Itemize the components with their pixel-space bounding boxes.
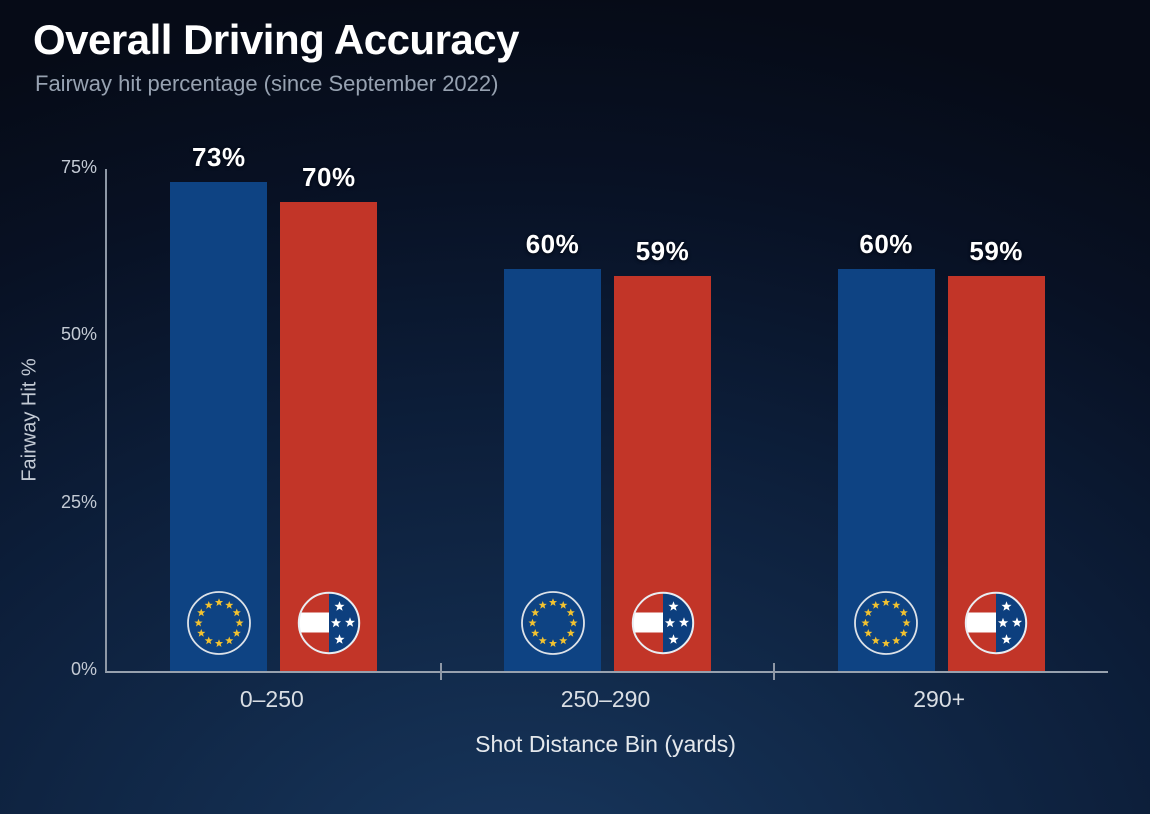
eu-star	[902, 618, 911, 627]
eu-star	[214, 639, 223, 647]
usa-star	[344, 617, 355, 627]
eu-star	[548, 639, 557, 647]
y-tick-label-25: 25%	[60, 491, 97, 512]
usa-star	[334, 634, 345, 644]
eu-star	[194, 618, 203, 627]
plot-area: 73% 70% 60% 59% 60% 59%	[105, 142, 1108, 680]
usa-star	[330, 617, 341, 628]
eu-star	[530, 608, 539, 617]
usa-star	[678, 617, 689, 627]
value-label: 70%	[302, 162, 356, 193]
usa-star	[664, 617, 675, 628]
usa-team-icon	[296, 590, 362, 656]
eu-star	[871, 636, 881, 645]
value-label: 59%	[635, 236, 690, 267]
eu-star	[558, 600, 567, 609]
eu-star	[527, 618, 537, 627]
eu-star	[882, 639, 891, 647]
usa-star	[1012, 617, 1023, 627]
x-axis-tick	[773, 663, 776, 680]
eu-star	[196, 628, 206, 637]
usa-team-icon	[630, 590, 696, 656]
usa-star	[334, 601, 345, 611]
eu-star	[892, 600, 901, 609]
x-category-label: 0–250	[239, 686, 304, 712]
eu-star	[864, 628, 873, 637]
eu-star	[538, 636, 547, 645]
x-axis-title: Shot Distance Bin (yards)	[475, 731, 736, 757]
eu-star	[558, 636, 567, 645]
eu-star	[196, 608, 206, 617]
eu-star	[899, 608, 909, 617]
bar-group-1: 73% 70%	[107, 142, 441, 671]
eu-star	[530, 628, 539, 637]
chart-title: Overall Driving Accuracy	[33, 16, 520, 63]
chart-subtitle: Fairway hit percentage (since September …	[35, 71, 499, 96]
eu-star	[235, 618, 244, 627]
value-label: 73%	[192, 142, 246, 173]
eu-star	[232, 628, 241, 637]
eu-star	[224, 636, 234, 645]
usa-star	[667, 634, 679, 644]
eu-star	[861, 618, 870, 627]
eu-star	[882, 598, 891, 606]
x-axis-tick	[439, 663, 442, 680]
usa-star	[998, 617, 1009, 628]
eu-star	[892, 636, 901, 645]
bar-group-3: 60% 59%	[774, 169, 1108, 671]
eu-star	[871, 600, 881, 609]
usa-star	[1001, 634, 1012, 644]
x-category-label: 290+	[913, 686, 966, 712]
usa-team-icon	[963, 590, 1029, 656]
value-label: 60%	[525, 229, 580, 260]
eu-star	[232, 608, 241, 617]
eu-star	[204, 600, 213, 609]
usa-star	[1001, 601, 1012, 611]
y-tick-label-0: 0%	[70, 659, 97, 679]
y-axis-title: Fairway Hit %	[18, 358, 41, 482]
value-label: 59%	[969, 236, 1023, 267]
bar-group-2: 60% 59%	[441, 169, 775, 671]
usa-bar: 59%	[614, 236, 711, 671]
europe-team-icon	[186, 590, 252, 656]
usa-bar: 59%	[947, 236, 1045, 671]
europe-bar: 73%	[170, 142, 268, 671]
europe-bar: 60%	[504, 229, 601, 671]
europe-team-icon	[520, 590, 586, 656]
eu-star	[538, 600, 547, 609]
eu-star	[566, 608, 575, 617]
eu-star	[224, 600, 234, 609]
value-label: 60%	[859, 229, 913, 260]
eu-star	[214, 598, 223, 606]
y-tick-label-75: 75%	[60, 157, 97, 177]
eu-star	[566, 628, 575, 637]
europe-team-icon	[853, 590, 919, 656]
usa-star	[667, 601, 679, 611]
eu-star	[864, 608, 873, 617]
europe-bar: 60%	[837, 229, 935, 671]
x-category-label: 250–290	[560, 686, 651, 712]
eu-star	[548, 598, 557, 606]
eu-star	[568, 618, 578, 627]
y-tick-label-50: 50%	[60, 324, 97, 345]
eu-star	[899, 628, 909, 637]
usa-bar: 70%	[280, 162, 378, 671]
eu-star	[204, 636, 213, 645]
